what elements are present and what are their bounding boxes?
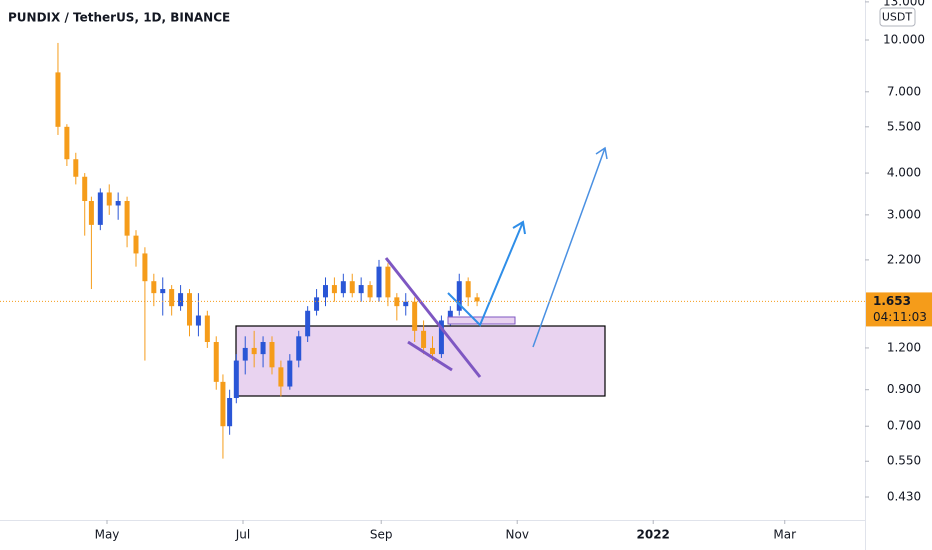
y-tick-label: 0.700	[887, 419, 921, 433]
currency-label: USDT	[882, 11, 913, 24]
candle-body	[403, 301, 409, 307]
candle-body	[340, 281, 346, 294]
candle-body	[385, 266, 391, 298]
candle-body	[195, 315, 201, 326]
candle-body	[349, 281, 355, 294]
last-price-label: 1.653	[873, 294, 911, 308]
candle-body	[106, 192, 112, 206]
y-tick-label: 5.500	[887, 119, 921, 133]
x-tick-label: May	[95, 528, 120, 542]
candle-body	[465, 281, 471, 298]
candle-body	[204, 315, 210, 343]
candle-body	[160, 289, 166, 294]
y-tick-label: 7.000	[887, 84, 921, 98]
y-tick-label: 4.000	[887, 166, 921, 180]
projection-arrow	[532, 147, 606, 348]
y-tick-label: 0.550	[887, 454, 921, 468]
candle-body	[186, 293, 192, 326]
candle-body	[358, 285, 364, 294]
candle-body	[88, 201, 94, 225]
candle-body	[115, 201, 121, 206]
candle-body	[474, 297, 480, 302]
candle-body	[269, 342, 275, 368]
x-tick-label: 2022	[637, 528, 670, 542]
y-tick-label: 1.200	[887, 340, 921, 354]
candle-body	[151, 281, 157, 294]
candle-body	[376, 266, 382, 298]
candle-body	[438, 320, 444, 355]
countdown-label: 04:11:03	[873, 310, 927, 324]
x-tick-label: Jul	[235, 528, 250, 542]
candle-body	[82, 176, 88, 202]
candle-body	[287, 360, 293, 387]
y-tick-label: 2.200	[887, 252, 921, 266]
candle-body	[278, 367, 284, 387]
x-tick-label: Sep	[370, 528, 393, 542]
candle-body	[421, 330, 427, 348]
trend-line	[407, 340, 453, 372]
y-tick-label: 13.000	[883, 0, 925, 8]
candle-body	[367, 285, 373, 298]
candle-body	[314, 297, 320, 311]
y-tick-label: 10.000	[883, 32, 925, 46]
candle-body	[251, 347, 257, 355]
arrow-head	[512, 220, 526, 235]
candle-body	[233, 360, 239, 399]
candle-body	[242, 347, 248, 361]
candle-body	[447, 310, 453, 321]
candle-body	[322, 285, 328, 298]
candle-body	[260, 342, 266, 355]
candle-body	[296, 336, 302, 361]
candle-body	[55, 72, 61, 127]
y-tick-label: 0.900	[887, 382, 921, 396]
candle-body	[64, 126, 70, 160]
last-price-box	[866, 292, 932, 327]
chart-title: PUNDIX / TetherUS, 1D, BINANCE	[8, 11, 230, 25]
x-tick-label: Nov	[506, 528, 529, 542]
currency-badge[interactable]	[879, 7, 916, 27]
candle-body	[412, 301, 418, 331]
candle-body	[430, 347, 435, 355]
candle-body	[169, 289, 175, 307]
candle-body	[220, 381, 226, 427]
x-tick-label: Mar	[773, 528, 796, 542]
y-tick-label: 3.000	[887, 207, 921, 221]
candles	[55, 42, 480, 459]
candle-body	[456, 281, 462, 311]
y-tick-label: 0.430	[887, 489, 921, 503]
drawings	[384, 146, 608, 378]
trend-line	[384, 257, 482, 378]
candle-body	[178, 293, 184, 307]
arrow-head	[595, 146, 608, 160]
candle-body	[227, 398, 233, 427]
candle-body	[124, 201, 130, 236]
candle-body	[142, 253, 148, 282]
candle-body	[213, 342, 219, 382]
candle-body	[73, 159, 79, 177]
candle-body	[305, 310, 311, 337]
candle-body	[133, 235, 139, 254]
candle-body	[331, 285, 337, 294]
projection-arrow	[447, 221, 524, 327]
candle-body	[97, 192, 103, 225]
